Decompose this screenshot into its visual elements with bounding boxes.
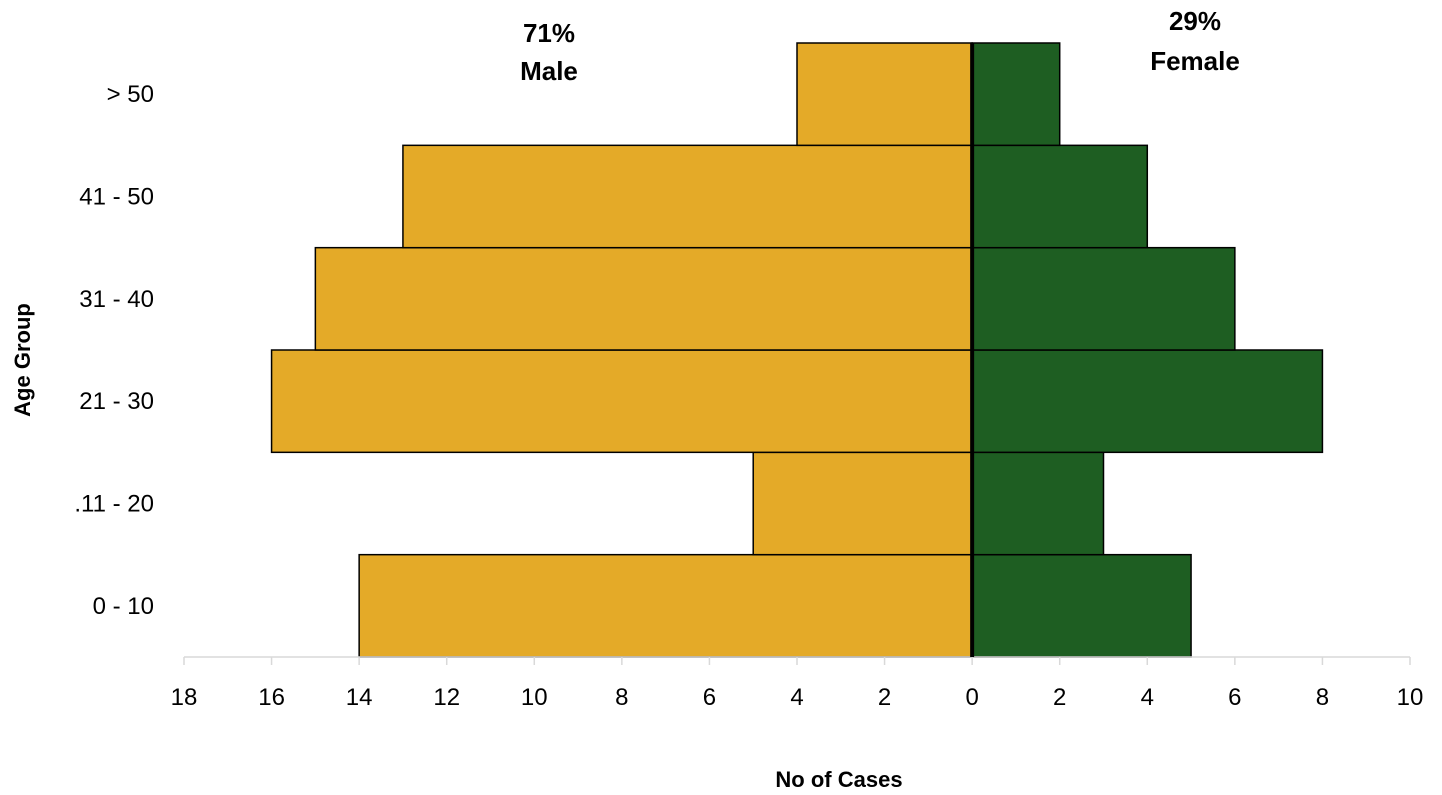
- x-tick-label: 6: [703, 684, 716, 711]
- female-percent-label: 29%: [1169, 6, 1221, 36]
- x-tick-label: 8: [1316, 684, 1329, 711]
- bar-male-0: [358, 553, 973, 658]
- bar-female-4: [971, 144, 1149, 249]
- x-tick-label: 12: [433, 684, 460, 711]
- x-tick-label: 18: [171, 684, 198, 711]
- x-ticks-layer: 18 16 14 12 10 8 6 4 2 0 2 4 6 8 10: [171, 657, 1424, 711]
- x-tick-label: 10: [521, 684, 548, 711]
- bar-male-5: [796, 42, 973, 147]
- x-tick-label: 2: [1053, 684, 1066, 711]
- y-tick-label: > 50: [107, 81, 154, 108]
- bar-male-2: [270, 349, 973, 454]
- y-axis-title: Age Group: [10, 303, 35, 417]
- y-tick-label: 41 - 50: [79, 184, 154, 211]
- male-percent-label: 71%: [523, 18, 575, 48]
- x-tick-label: 2: [878, 684, 891, 711]
- x-tick-label: 10: [1397, 684, 1424, 711]
- y-tick-label: 21 - 30: [79, 388, 154, 415]
- x-tick-label: 16: [258, 684, 285, 711]
- x-tick-label: 14: [346, 684, 373, 711]
- bar-female-5: [971, 42, 1061, 147]
- bar-female-3: [971, 246, 1236, 351]
- y-tick-label: .11 - 20: [74, 491, 154, 518]
- y-ticks-layer: 0 - 10 .11 - 20 21 - 30 31 - 40 41 - 50 > 50: [74, 81, 154, 620]
- female-name-label: Female: [1150, 46, 1240, 76]
- x-tick-label: 0: [965, 684, 978, 711]
- x-tick-label: 4: [1141, 684, 1154, 711]
- bar-male-4: [402, 144, 973, 249]
- bars-layer: [270, 42, 1324, 658]
- x-tick-label: 4: [790, 684, 803, 711]
- y-tick-label: 31 - 40: [79, 286, 154, 313]
- x-axis-title: No of Cases: [775, 767, 902, 792]
- bar-female-2: [971, 349, 1324, 454]
- y-tick-label: 0 - 10: [93, 593, 154, 620]
- bar-female-1: [971, 451, 1105, 556]
- male-name-label: Male: [520, 56, 578, 86]
- x-tick-label: 8: [615, 684, 628, 711]
- bar-female-0: [971, 553, 1192, 658]
- bar-male-3: [314, 246, 973, 351]
- x-tick-label: 6: [1228, 684, 1241, 711]
- bar-male-1: [752, 451, 973, 556]
